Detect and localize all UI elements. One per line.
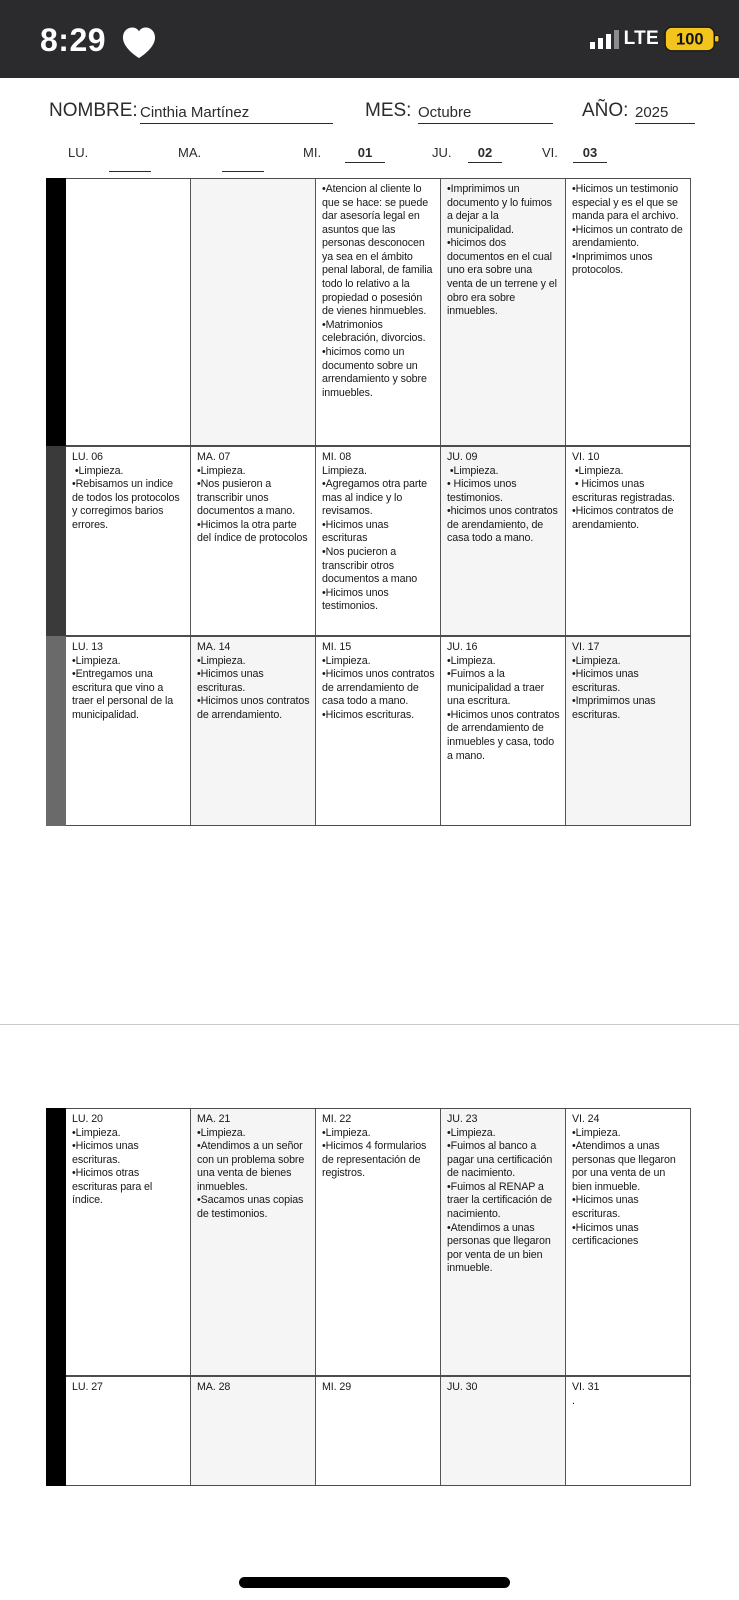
svg-text:100: 100 (676, 31, 704, 49)
